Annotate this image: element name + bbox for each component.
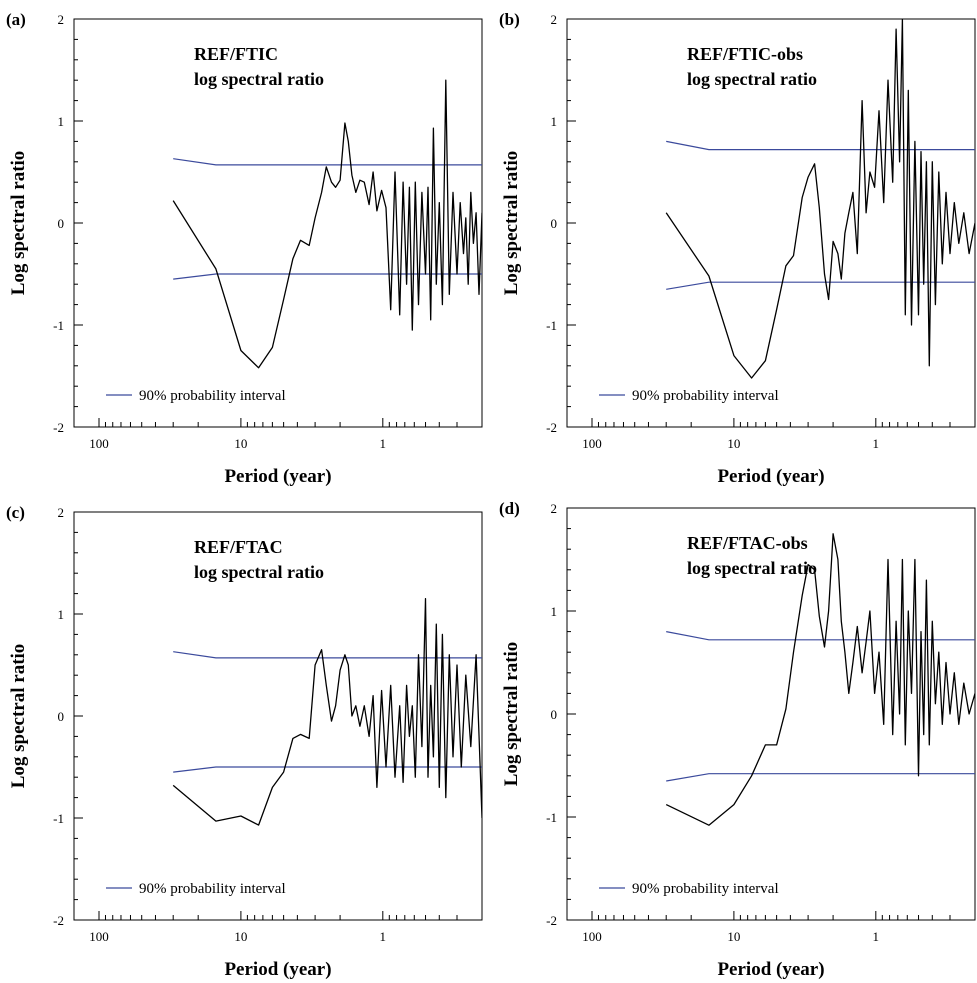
chart-title-line: REF/FTAC (194, 537, 283, 557)
interval-upper-line (666, 140, 975, 151)
legend-label: 90% probability interval (139, 881, 286, 897)
x-axis-label: Period (year) (224, 959, 331, 980)
chart-title-line: log spectral ratio (194, 69, 324, 89)
y-tick-label: -1 (546, 810, 557, 825)
y-tick-label: 2 (58, 12, 65, 27)
y-tick-label: 0 (58, 216, 65, 231)
interval-upper-line (173, 651, 482, 659)
y-tick-label: 2 (551, 12, 558, 27)
x-tick-label: 10 (727, 929, 740, 944)
y-tick-label: 1 (58, 607, 65, 622)
y-tick-label: 0 (551, 216, 558, 231)
x-axis-label: Period (year) (717, 959, 824, 980)
panel-label: (a) (6, 10, 26, 29)
ratio-series-line (665, 533, 975, 826)
y-tick-label: -2 (53, 913, 64, 928)
panel-label: (c) (6, 503, 25, 522)
y-tick-label: 0 (58, 709, 65, 724)
y-tick-label: 1 (551, 114, 558, 129)
legend-label: 90% probability interval (139, 388, 286, 404)
y-axis-label: Log spectral ratio (8, 151, 29, 296)
panel-b: -2 -1 0 1 2 100 10 1 REF/FTIC-obs log spectral ra… (499, 10, 976, 487)
y-axis-label: Log spectral ratio (501, 642, 522, 787)
chart-title-line: REF/FTIC (194, 44, 278, 64)
interval-lower-line (173, 766, 482, 773)
x-tick-label: 10 (234, 929, 247, 944)
interval-lower-line (666, 773, 975, 782)
y-tick-label: -2 (546, 420, 557, 435)
y-tick-label: -1 (53, 318, 64, 333)
y-tick-label: 1 (58, 114, 65, 129)
interval-upper-line (173, 158, 482, 166)
x-tick-label: 100 (582, 436, 602, 451)
panel-label: (b) (499, 10, 520, 29)
legend-label: 90% probability interval (632, 881, 779, 897)
panel-c: -2 -1 0 1 2 100 10 1 REF/FTAC log spectral ratio 9… (6, 503, 483, 980)
legend-label: 90% probability interval (632, 388, 779, 404)
y-tick-label: 0 (551, 707, 558, 722)
ratio-series-line (172, 598, 482, 826)
y-tick-label: 2 (58, 505, 65, 520)
chart-title-line: log spectral ratio (687, 558, 817, 578)
y-tick-label: -1 (53, 811, 64, 826)
y-tick-label: 2 (551, 501, 558, 516)
interval-lower-line (666, 281, 975, 290)
panel-a: -2 -1 0 1 2 100 10 1 REF/FTIC log spectral ratio 9… (6, 10, 483, 487)
x-tick-label: 100 (89, 436, 109, 451)
x-axis-label: Period (year) (224, 466, 331, 487)
x-tick-label: 1 (873, 436, 880, 451)
x-tick-label: 100 (89, 929, 109, 944)
panel-label: (d) (499, 499, 520, 518)
ratio-series-line (665, 19, 975, 379)
chart-title-line: log spectral ratio (687, 69, 817, 89)
y-tick-label: -2 (546, 913, 557, 928)
y-axis-label: Log spectral ratio (501, 151, 522, 296)
interval-lower-line (173, 273, 482, 280)
interval-upper-line (666, 631, 975, 641)
x-tick-label: 10 (234, 436, 247, 451)
chart-title-line: REF/FTAC-obs (687, 533, 808, 553)
x-axis-label: Period (year) (717, 466, 824, 487)
chart-title-line: REF/FTIC-obs (687, 44, 803, 64)
x-tick-label: 1 (380, 436, 387, 451)
y-axis-label: Log spectral ratio (8, 644, 29, 789)
x-tick-label: 1 (873, 929, 880, 944)
y-tick-label: 1 (551, 604, 558, 619)
ratio-series-line (172, 79, 482, 369)
y-tick-label: -1 (546, 318, 557, 333)
x-tick-label: 10 (727, 436, 740, 451)
chart-title-line: log spectral ratio (194, 562, 324, 582)
y-tick-label: -2 (53, 420, 64, 435)
panel-d: -2 -1 0 1 2 100 10 1 REF/FTAC-obs log spectral ra… (499, 499, 976, 980)
x-tick-label: 100 (582, 929, 602, 944)
x-tick-label: 1 (380, 929, 387, 944)
